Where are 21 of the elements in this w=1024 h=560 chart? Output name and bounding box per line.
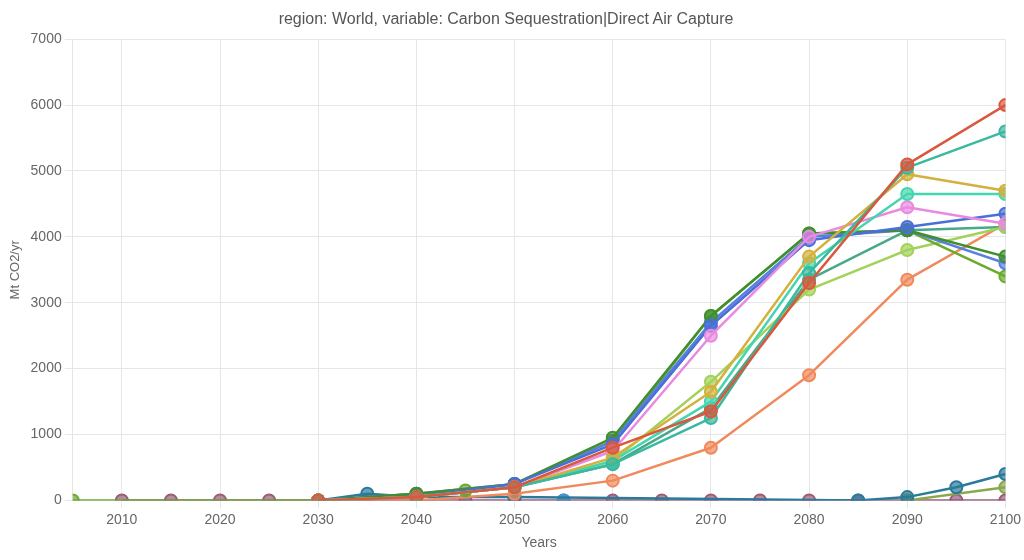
x-tick-label: 2100 — [989, 510, 1022, 527]
y-axis-title: Mt CO2/yr — [7, 239, 23, 300]
y-tick-label: 4000 — [30, 227, 62, 244]
x-tick-label: 2040 — [400, 510, 433, 527]
y-tick-label: 7000 — [30, 30, 62, 47]
x-tick-label: 2090 — [891, 510, 924, 527]
y-tick-label: 2000 — [30, 359, 62, 376]
x-tick-label: 2080 — [793, 510, 825, 527]
x-tick-label: 2010 — [106, 510, 138, 527]
y-tick-label: 6000 — [30, 95, 62, 112]
y-tick-label: 1000 — [30, 425, 62, 442]
x-tick-label: 2050 — [498, 510, 531, 527]
chart-title: region: World, variable: Carbon Sequestration|Direct Air Capture — [278, 10, 734, 28]
x-tick-label: 2060 — [597, 510, 629, 527]
x-tick-label: 2030 — [302, 510, 334, 527]
x-tick-label: 2020 — [204, 510, 236, 527]
y-tick-label: 0 — [53, 491, 62, 508]
y-tick-label: 5000 — [30, 161, 62, 178]
y-tick-label: 3000 — [30, 293, 62, 310]
x-axis-title: Years — [521, 534, 557, 551]
x-tick-label: 2070 — [695, 510, 727, 527]
